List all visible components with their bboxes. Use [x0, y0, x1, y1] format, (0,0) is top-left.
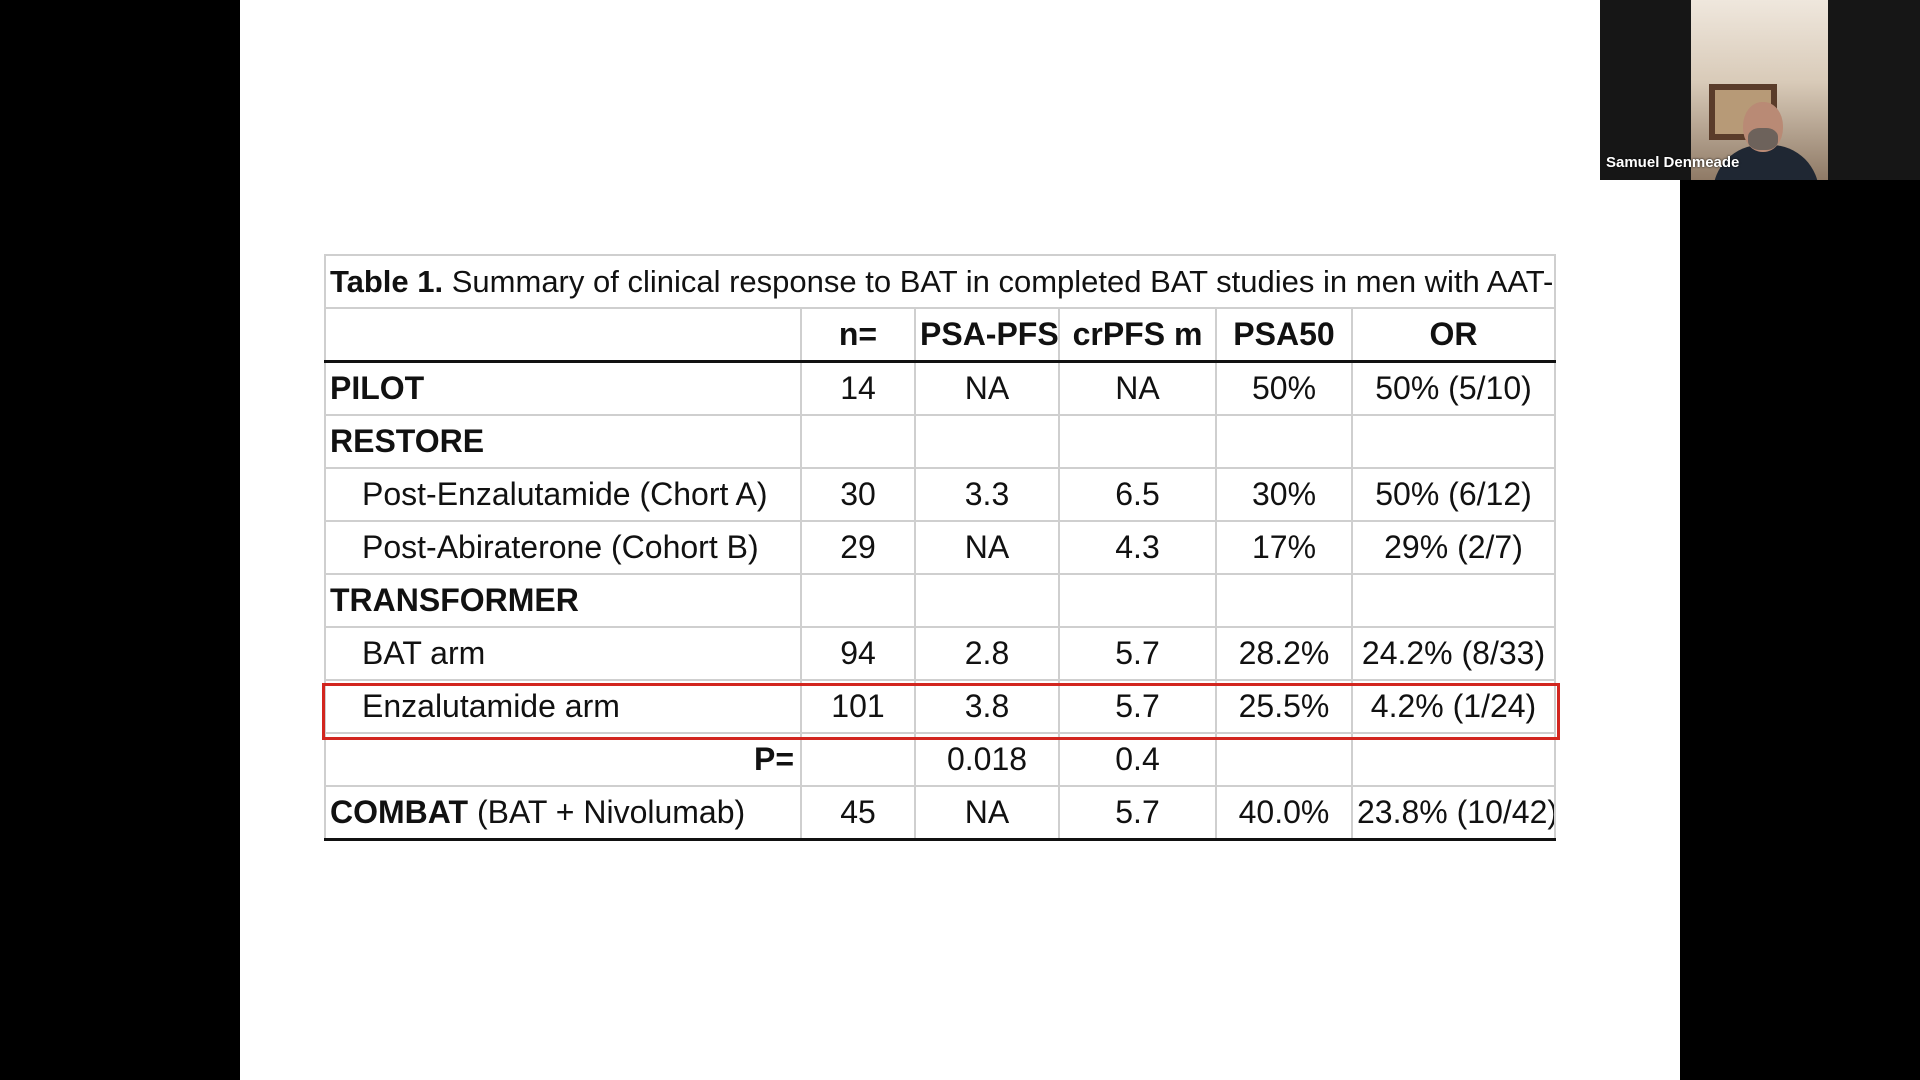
cell-crpfs: 6.5 — [1058, 467, 1217, 522]
cell-n: 30 — [800, 467, 916, 522]
cell-psa-pfs: NA — [914, 520, 1060, 575]
cell-crpfs: 5.7 — [1058, 679, 1217, 734]
cell-n: 29 — [800, 520, 916, 575]
table-caption: Table 1. Summary of clinical response to… — [324, 254, 1556, 309]
table-row-combat: COMBAT (BAT + Nivolumab) 45 NA 5.7 40.0%… — [324, 785, 1556, 841]
row-label-bold: COMBAT — [330, 794, 469, 830]
header-blank — [324, 307, 802, 363]
participant-beard — [1748, 128, 1778, 150]
table-caption-text: Summary of clinical response to BAT in c… — [451, 263, 1554, 299]
cell-n: 94 — [800, 626, 916, 681]
row-label-rest: (BAT + Nivolumab) — [468, 794, 746, 830]
row-label: PILOT — [324, 360, 802, 416]
cell-crpfs: 4.3 — [1058, 520, 1217, 575]
cell-or: 29% (2/7) — [1351, 520, 1556, 575]
row-label: TRANSFORMER — [324, 573, 802, 628]
header-psa-pfs: PSA-PFS m — [914, 307, 1060, 363]
row-label: BAT arm — [324, 626, 802, 681]
participant-video-feed — [1691, 0, 1828, 180]
table-row-transformer: TRANSFORMER — [324, 573, 1556, 628]
cell-n — [800, 732, 916, 787]
cell-psa50: 50% — [1215, 360, 1353, 416]
table-row-post-enzalutamide: Post-Enzalutamide (Chort A) 30 3.3 6.5 3… — [324, 467, 1556, 522]
table-row-restore: RESTORE — [324, 414, 1556, 469]
table-row-p-value: P= 0.018 0.4 — [324, 732, 1556, 787]
table-caption-number: Table 1. — [330, 263, 444, 299]
cell-psa-pfs — [914, 573, 1060, 628]
table-row-pilot: PILOT 14 NA NA 50% 50% (5/10) — [324, 360, 1556, 416]
cell-psa-pfs: 0.018 — [914, 732, 1060, 787]
cell-crpfs: 0.4 — [1058, 732, 1217, 787]
cell-psa50: 28.2% — [1215, 626, 1353, 681]
cell-or — [1351, 573, 1556, 628]
row-label: Post-Abiraterone (Cohort B) — [324, 520, 802, 575]
cell-psa50: 30% — [1215, 467, 1353, 522]
cell-or: 23.8% (10/42) — [1351, 785, 1556, 841]
table-row-bat-arm: BAT arm 94 2.8 5.7 28.2% 24.2% (8/33) — [324, 626, 1556, 681]
header-or: OR — [1351, 307, 1556, 363]
row-label: RESTORE — [324, 414, 802, 469]
table-header-row: n= PSA-PFS m crPFS m PSA50 OR — [324, 307, 1556, 363]
cell-psa50: 40.0% — [1215, 785, 1353, 841]
cell-n: 45 — [800, 785, 916, 841]
cell-or: 4.2% (1/24) — [1351, 679, 1556, 734]
cell-n — [800, 414, 916, 469]
cell-psa-pfs: 3.3 — [914, 467, 1060, 522]
table-caption-row: Table 1. Summary of clinical response to… — [324, 254, 1556, 309]
row-label: Post-Enzalutamide (Chort A) — [324, 467, 802, 522]
row-label: COMBAT (BAT + Nivolumab) — [324, 785, 802, 841]
participant-name-label: Samuel Denmeade — [1606, 154, 1740, 171]
cell-psa-pfs — [914, 414, 1060, 469]
cell-or — [1351, 414, 1556, 469]
row-label: Enzalutamide arm — [324, 679, 802, 734]
cell-psa-pfs: 3.8 — [914, 679, 1060, 734]
cell-psa50: 17% — [1215, 520, 1353, 575]
cell-psa50: 25.5% — [1215, 679, 1353, 734]
table-row-post-abiraterone: Post-Abiraterone (Cohort B) 29 NA 4.3 17… — [324, 520, 1556, 575]
header-n: n= — [800, 307, 916, 363]
cell-n: 14 — [800, 360, 916, 416]
cell-or: 24.2% (8/33) — [1351, 626, 1556, 681]
cell-or: 50% (5/10) — [1351, 360, 1556, 416]
clinical-response-table: Table 1. Summary of clinical response to… — [324, 254, 1556, 841]
cell-crpfs: NA — [1058, 360, 1217, 416]
cell-n: 101 — [800, 679, 916, 734]
cell-crpfs: 5.7 — [1058, 626, 1217, 681]
cell-n — [800, 573, 916, 628]
table-container: Table 1. Summary of clinical response to… — [324, 254, 1556, 841]
cell-psa50 — [1215, 414, 1353, 469]
row-label: P= — [324, 732, 802, 787]
table-row-enzalutamide-arm: Enzalutamide arm 101 3.8 5.7 25.5% 4.2% … — [324, 679, 1556, 734]
cell-psa-pfs: 2.8 — [914, 626, 1060, 681]
cell-psa-pfs: NA — [914, 360, 1060, 416]
cell-crpfs: 5.7 — [1058, 785, 1217, 841]
cell-or — [1351, 732, 1556, 787]
cell-psa50 — [1215, 573, 1353, 628]
cell-psa50 — [1215, 732, 1353, 787]
header-psa50: PSA50 — [1215, 307, 1353, 363]
cell-or: 50% (6/12) — [1351, 467, 1556, 522]
cell-psa-pfs: NA — [914, 785, 1060, 841]
cell-crpfs — [1058, 573, 1217, 628]
cell-crpfs — [1058, 414, 1217, 469]
participant-video-tile[interactable]: Samuel Denmeade — [1600, 0, 1920, 180]
header-crpfs: crPFS m — [1058, 307, 1217, 363]
